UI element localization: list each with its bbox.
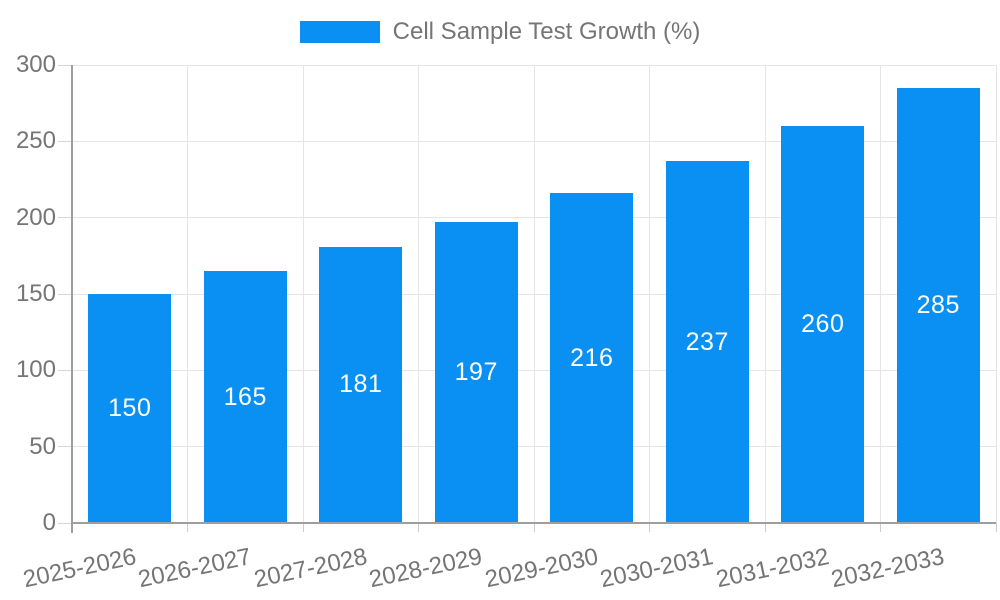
x-axis-tick-label: 2030-2031 bbox=[597, 543, 716, 594]
gridline-vertical bbox=[649, 65, 650, 523]
bar-value-label: 237 bbox=[685, 327, 729, 356]
y-axis-tick-label: 100 bbox=[15, 356, 56, 384]
x-axis-tick bbox=[302, 523, 304, 532]
bar-value-label: 165 bbox=[223, 382, 267, 411]
y-axis-tick-label: 200 bbox=[15, 203, 56, 231]
bar: 260 bbox=[781, 126, 865, 523]
x-axis-tick-label: 2032-2033 bbox=[828, 543, 947, 594]
y-axis-tick bbox=[58, 369, 72, 371]
bar-value-label: 285 bbox=[916, 290, 960, 319]
bar-value-label: 260 bbox=[801, 310, 845, 339]
gridline-vertical bbox=[533, 65, 535, 523]
y-axis-tick-label: 0 bbox=[42, 509, 56, 536]
y-axis-tick-label: 300 bbox=[15, 51, 56, 78]
bar-value-label: 181 bbox=[339, 370, 383, 399]
bar: 216 bbox=[550, 193, 634, 523]
gridline-vertical bbox=[418, 65, 419, 523]
legend[interactable]: Cell Sample Test Growth (%) bbox=[0, 18, 1000, 46]
bar-value-label: 216 bbox=[570, 343, 614, 372]
x-axis-tick bbox=[764, 523, 766, 532]
plot-area: 150 165 181 197 216 237 260 285 bbox=[71, 64, 997, 533]
y-axis-tick bbox=[58, 217, 72, 219]
x-axis-tick bbox=[418, 523, 419, 532]
y-axis-tick bbox=[58, 64, 72, 66]
y-axis-tick-label: 150 bbox=[15, 280, 56, 307]
x-axis-line bbox=[72, 522, 996, 524]
bar: 197 bbox=[434, 222, 518, 523]
y-axis-line bbox=[71, 65, 73, 533]
bar: 165 bbox=[203, 271, 287, 523]
x-axis-tick-label: 2027-2028 bbox=[251, 543, 370, 594]
x-axis-tick bbox=[995, 523, 997, 532]
y-axis-tick-label: 50 bbox=[29, 432, 56, 460]
y-axis-tick bbox=[58, 522, 72, 524]
x-axis-tick bbox=[880, 523, 881, 532]
x-axis-tick bbox=[187, 523, 188, 532]
gridline-vertical bbox=[995, 65, 997, 523]
y-axis-tick bbox=[58, 293, 72, 295]
x-axis-tick bbox=[649, 523, 650, 532]
bar: 150 bbox=[88, 294, 172, 523]
gridline-vertical bbox=[880, 65, 881, 523]
gridline-vertical bbox=[302, 65, 304, 523]
legend-swatch[interactable] bbox=[299, 21, 380, 43]
gridline-vertical bbox=[764, 65, 766, 523]
x-axis-tick-label: 2025-2026 bbox=[20, 543, 139, 594]
x-axis-tick-label: 2026-2027 bbox=[135, 543, 254, 594]
x-axis-tick-label: 2028-2029 bbox=[366, 543, 485, 594]
bar-value-label: 150 bbox=[108, 394, 152, 422]
bar: 285 bbox=[896, 87, 980, 523]
y-axis-tick bbox=[58, 140, 72, 142]
x-axis-tick-label: 2029-2030 bbox=[482, 543, 601, 594]
x-axis-tick-label: 2031-2032 bbox=[713, 543, 832, 594]
bar-value-label: 197 bbox=[454, 358, 498, 387]
x-axis-tick bbox=[533, 523, 535, 532]
bar: 181 bbox=[319, 246, 403, 523]
legend-label: Cell Sample Test Growth (%) bbox=[392, 18, 701, 45]
gridline-vertical bbox=[187, 65, 188, 523]
y-axis-tick-label: 250 bbox=[15, 127, 56, 155]
bar: 237 bbox=[665, 161, 749, 523]
y-axis-tick bbox=[58, 446, 72, 448]
